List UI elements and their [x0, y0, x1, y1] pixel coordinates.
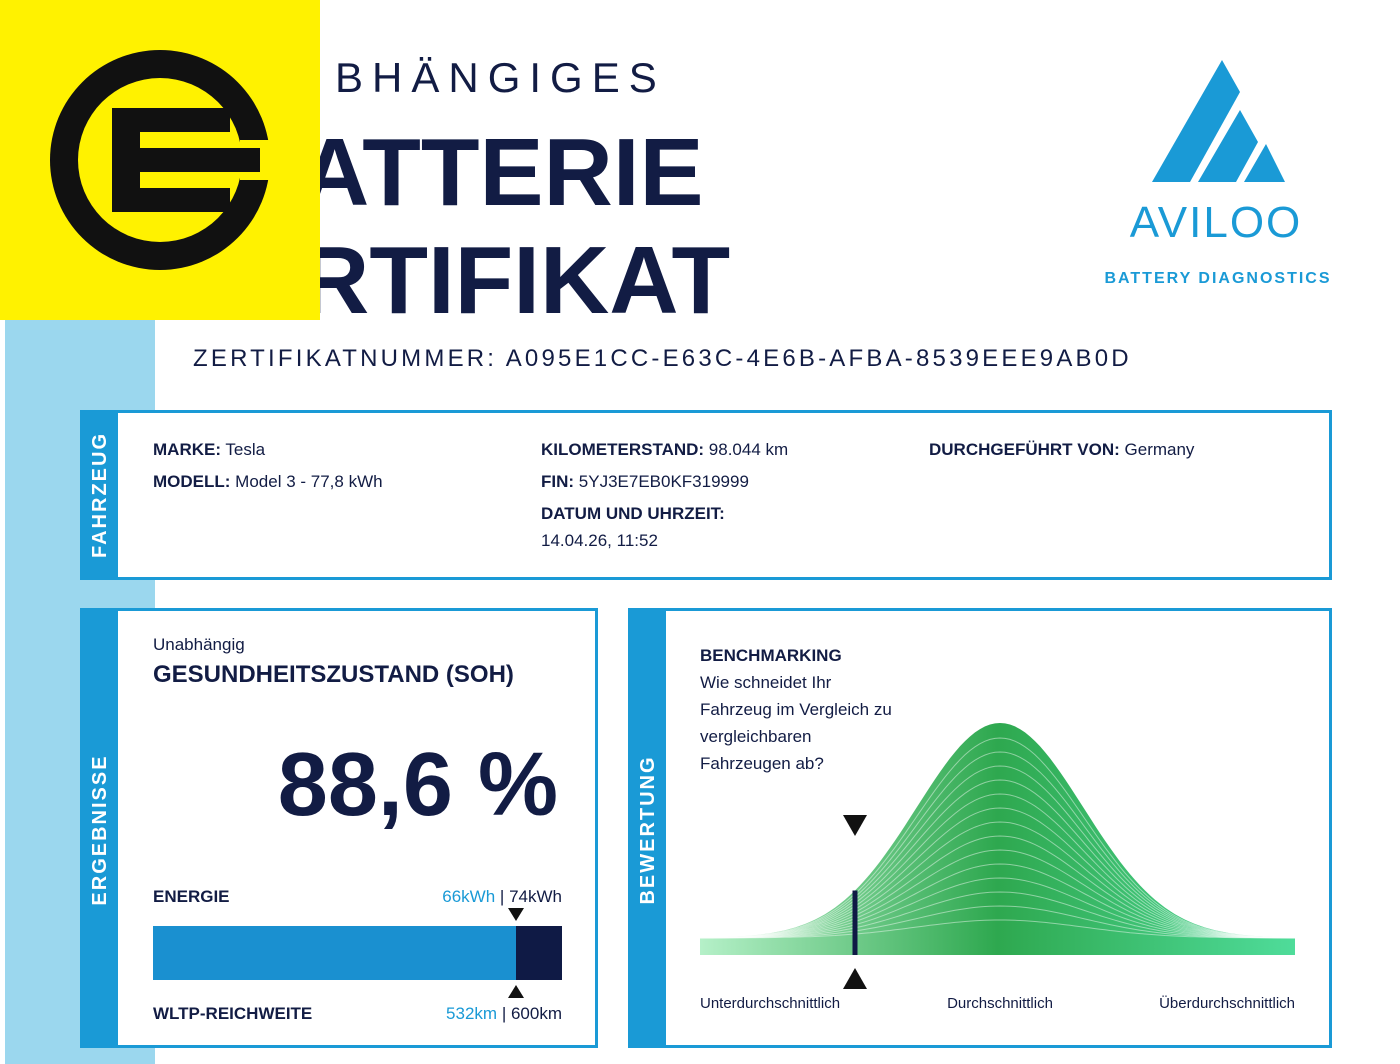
- curve-contour: [699, 737, 1296, 939]
- range-nominal: 600km: [511, 1004, 562, 1023]
- range-current: 532km: [446, 1004, 497, 1023]
- brand-tagline: BATTERY DIAGNOSTICS: [1104, 270, 1331, 287]
- curve-contour: [699, 751, 1295, 939]
- field: KILOMETERSTAND: 98.044 km: [541, 440, 788, 459]
- question: Wie schneidet Ihr Fahrzeug im Vergleich z…: [700, 673, 892, 773]
- question-line: Fahrzeugen ab?: [700, 754, 824, 773]
- curve-contour: [699, 905, 1295, 939]
- distribution-curve: [699, 723, 1296, 955]
- field: MODELL: Model 3 - 77,8 kWh: [153, 472, 383, 491]
- field-label: MARKE:: [153, 440, 221, 459]
- field-value: Tesla: [225, 440, 265, 459]
- field: MARKE: Tesla: [153, 440, 266, 459]
- field-label: KILOMETERSTAND:: [541, 440, 704, 459]
- soh-value: 88,6 %: [278, 735, 558, 835]
- scale-label: Unterdurchschnittlich: [700, 995, 840, 1012]
- range-label: WLTP-REICHWEITE: [153, 1004, 312, 1023]
- title-line: BHÄNGIGES: [335, 54, 666, 101]
- certificate-number: ZERTIFIKATNUMMER: A095E1CC-E63C-4E6B-AFB…: [193, 345, 1132, 372]
- field-value: 14.04.26, 11:52: [541, 531, 658, 550]
- marker: [508, 985, 524, 998]
- curve-contour: [700, 835, 1295, 939]
- aviloo-logo: [1152, 60, 1285, 182]
- energy-nominal: 74kWh: [509, 887, 562, 906]
- energy-current: 66kWh: [442, 887, 495, 906]
- tab: [80, 410, 118, 580]
- marker: [508, 908, 524, 921]
- heading: BENCHMARKING: [700, 646, 842, 665]
- marker: [843, 968, 867, 989]
- question-line: Fahrzeug im Vergleich zu: [700, 700, 892, 719]
- curve-contour: [699, 807, 1295, 939]
- brand-name: AVILOO: [1130, 198, 1303, 247]
- curve-contour: [700, 877, 1295, 939]
- range-values: 532km | 600km: [446, 1004, 562, 1023]
- tab: [628, 608, 666, 1048]
- tab-label: FAHRZEUG: [89, 432, 111, 558]
- marker: [843, 815, 867, 836]
- heading: GESUNDHEITSZUSTAND (SOH): [153, 661, 514, 688]
- tab-label: ERGEBNISSE: [89, 754, 111, 905]
- title-line: ATTERIE: [300, 119, 704, 226]
- energy-label: ENERGIE: [153, 887, 230, 906]
- field-label: MODELL:: [153, 472, 230, 491]
- bar-current: [153, 926, 516, 980]
- question-line: vergleichbaren: [700, 727, 812, 746]
- separator: |: [500, 887, 504, 906]
- field: FIN: 5YJ3E7EB0KF319999: [541, 472, 749, 491]
- field-value: Model 3 - 77,8 kWh: [235, 472, 382, 491]
- ec-logo: [0, 0, 320, 320]
- vehicle-box: [80, 410, 1332, 580]
- field-label: FIN:: [541, 472, 574, 491]
- field-value: Germany: [1125, 440, 1195, 459]
- scale-label: Überdurchschnittlich: [1159, 994, 1295, 1012]
- curve-contour: [700, 821, 1296, 939]
- curve-contour: [700, 919, 1295, 939]
- curve-contour: [699, 793, 1295, 939]
- tab: [80, 608, 118, 1048]
- field-value: 5YJ3E7EB0KF319999: [579, 472, 749, 491]
- kicker: Unabhängig: [153, 635, 245, 654]
- field-value: 98.044 km: [709, 440, 788, 459]
- energy-values: 66kWh | 74kWh: [442, 887, 562, 906]
- curve-contour: [700, 765, 1296, 939]
- field-label: DATUM UND UHRZEIT:: [541, 504, 725, 523]
- vehicle-fields: MARKE: Tesla MODELL: Model 3 - 77,8 kWh …: [153, 440, 1195, 550]
- curve-contour: [699, 849, 1295, 939]
- curve-contour: [700, 891, 1295, 939]
- curve-area: [700, 723, 1295, 955]
- curve-contour: [699, 779, 1296, 939]
- tab-label: BEWERTUNG: [637, 755, 659, 904]
- question-line: Wie schneidet Ihr: [700, 673, 832, 692]
- curve-contour: [700, 863, 1296, 939]
- separator: |: [502, 1004, 506, 1023]
- field: DURCHGEFÜHRT VON: Germany: [929, 440, 1195, 459]
- scale-label: Durchschnittlich: [947, 995, 1053, 1012]
- field-label: DURCHGEFÜHRT VON:: [929, 440, 1120, 459]
- bar-loss: [516, 926, 562, 980]
- title-line: RTIFIKAT: [300, 227, 730, 334]
